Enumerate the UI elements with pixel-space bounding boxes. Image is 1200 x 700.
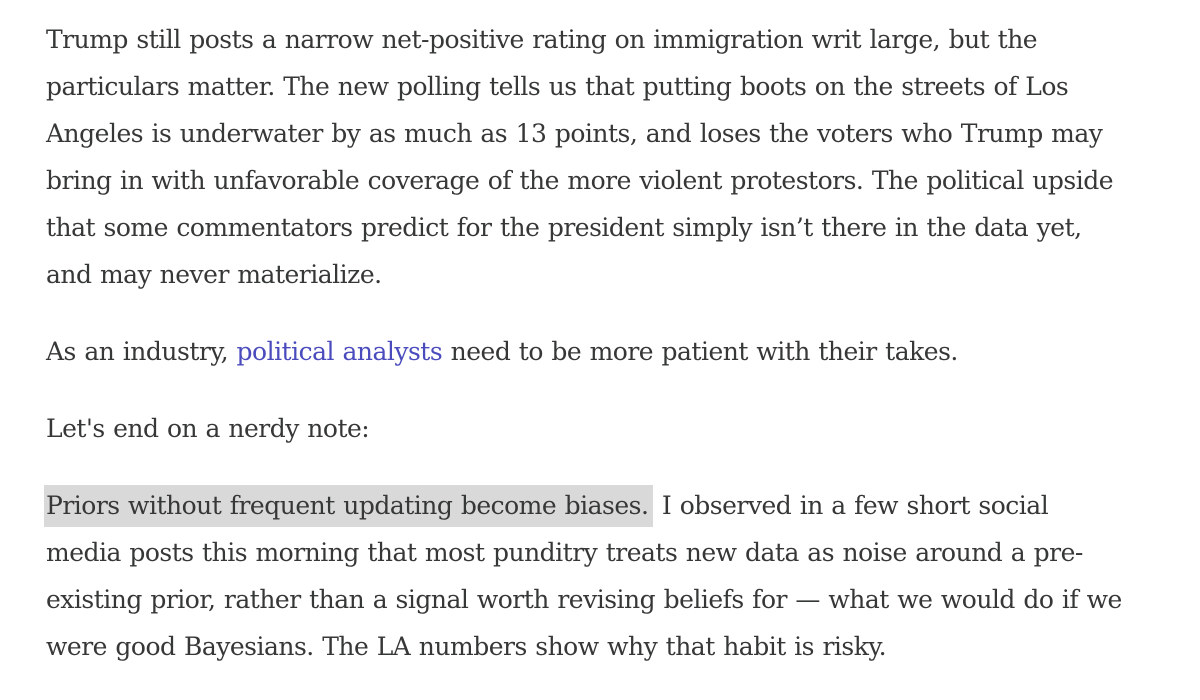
text-line: existing prior, rather than a signal wor… — [46, 585, 1122, 614]
text-line: As an industry, political analysts need … — [46, 328, 1186, 375]
text-line: Let's end on a nerdy note: — [46, 414, 370, 443]
text-before-link: As an industry, — [46, 337, 237, 366]
paragraph-priors: Priors without frequent updating become … — [44, 482, 1186, 670]
text-line: media posts this morning that most pundi… — [46, 538, 1083, 567]
paragraph-nerdy-note: Let's end on a nerdy note: — [46, 405, 1186, 452]
paragraph-political-analysts: As an industry, political analysts need … — [46, 328, 1186, 375]
text-line: Trump still posts a narrow net-positive … — [46, 25, 1038, 54]
text-line: and may never materialize. — [46, 260, 382, 289]
political-analysts-link[interactable]: political analysts — [236, 337, 443, 366]
text-line: were good Bayesians. The LA numbers show… — [46, 632, 887, 661]
text-after-link: need to be more patient with their takes… — [442, 337, 959, 366]
text-line: bring in with unfavorable coverage of th… — [46, 166, 1114, 195]
highlighted-sentence: Priors without frequent updating become … — [44, 485, 654, 527]
text-line: particulars matter. The new polling tell… — [46, 72, 1069, 101]
paragraph-immigration-polling: Trump still posts a narrow net-positive … — [46, 16, 1186, 298]
article-body: Trump still posts a narrow net-positive … — [44, 16, 1186, 700]
text-line: Angeles is underwater by as much as 13 p… — [46, 119, 1103, 148]
text-after-highlight: I observed in a few short social — [653, 491, 1049, 520]
text-line: Priors without frequent updating become … — [44, 482, 1186, 529]
text-line: that some commentators predict for the p… — [46, 213, 1082, 242]
